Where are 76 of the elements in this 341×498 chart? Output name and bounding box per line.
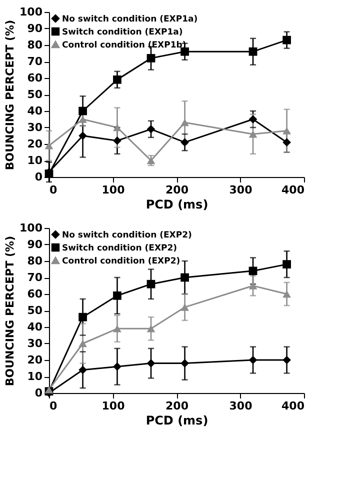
point (146, 156, 156, 164)
y-tick-label: 100 (20, 222, 43, 234)
point (248, 47, 258, 56)
point (146, 325, 156, 332)
point (113, 291, 122, 300)
y-tick-label: 70 (27, 271, 43, 284)
x-tick-label: 100 (102, 400, 126, 412)
y-tick-label: 30 (27, 121, 43, 134)
point (282, 356, 291, 364)
x-tick-label: 200 (166, 400, 189, 412)
point (78, 366, 87, 374)
y-tick-label: 50 (27, 304, 43, 317)
x-tick-label: 0 (50, 400, 58, 412)
y-tick-label: 10 (27, 370, 43, 383)
y-tick-label: 90 (27, 22, 43, 35)
y-tick-label: 80 (27, 254, 43, 268)
point (180, 359, 189, 368)
y-tick-label: 60 (27, 72, 43, 84)
y-tick-label: 50 (27, 88, 43, 101)
y-tick-label: 20 (27, 138, 43, 150)
y-tick-label: 80 (27, 38, 43, 52)
y-tick-label: 70 (27, 55, 43, 68)
point (282, 290, 291, 298)
y-tick-label: 40 (27, 104, 43, 118)
y-tick-label: 30 (27, 337, 43, 350)
point (78, 340, 87, 348)
point (180, 273, 189, 282)
point (180, 118, 189, 126)
legend-label: Control condition (EXP2) (62, 256, 180, 266)
y-axis-title: BOUNCING PERCEPT (%) (4, 20, 17, 170)
y-tick-label: 20 (27, 354, 43, 366)
point (180, 304, 189, 311)
point (248, 356, 258, 364)
point (282, 260, 291, 268)
point (113, 136, 122, 145)
point (113, 362, 122, 371)
x-tick-label: 400 (282, 184, 305, 196)
legend-label: Switch condition (EXP1a) (62, 28, 183, 38)
y-tick-label: 0 (34, 170, 43, 184)
point (146, 124, 156, 134)
y-tick-label: 0 (34, 386, 43, 400)
point (282, 36, 291, 44)
x-tick-label: 400 (282, 400, 305, 412)
x-tick-label: 0 (50, 184, 58, 196)
x-axis-title: PCD (ms) (146, 414, 208, 428)
x-tick-label: 100 (102, 184, 126, 196)
point (282, 127, 291, 134)
point (78, 116, 87, 123)
point (113, 325, 122, 332)
x-tick-label: 300 (229, 400, 253, 412)
x-tick-label: 200 (166, 184, 189, 196)
legend-label: Switch condition (EXP2) (62, 244, 178, 254)
point (146, 280, 156, 288)
point (78, 106, 87, 116)
y-axis-title: BOUNCING PERCEPT (%) (4, 236, 17, 386)
point (146, 359, 156, 368)
y-tick-label: 90 (27, 238, 43, 251)
point (180, 138, 189, 147)
point (78, 132, 87, 140)
y-tick-label: 100 (20, 6, 43, 18)
point (282, 138, 291, 147)
y-tick-label: 40 (27, 320, 43, 334)
legend-label: No switch condition (EXP2) (62, 230, 192, 240)
point (146, 54, 156, 62)
y-tick-label: 60 (27, 288, 43, 300)
point (44, 142, 54, 150)
point (113, 124, 122, 132)
legend-label: No switch condition (EXP1a) (62, 14, 198, 24)
x-tick-label: 300 (229, 184, 253, 196)
point (248, 282, 258, 290)
point (248, 115, 258, 124)
y-tick-label: 10 (27, 154, 43, 167)
x-axis-title: PCD (ms) (146, 198, 208, 212)
point (113, 75, 122, 84)
point (78, 312, 87, 322)
point (248, 266, 258, 276)
